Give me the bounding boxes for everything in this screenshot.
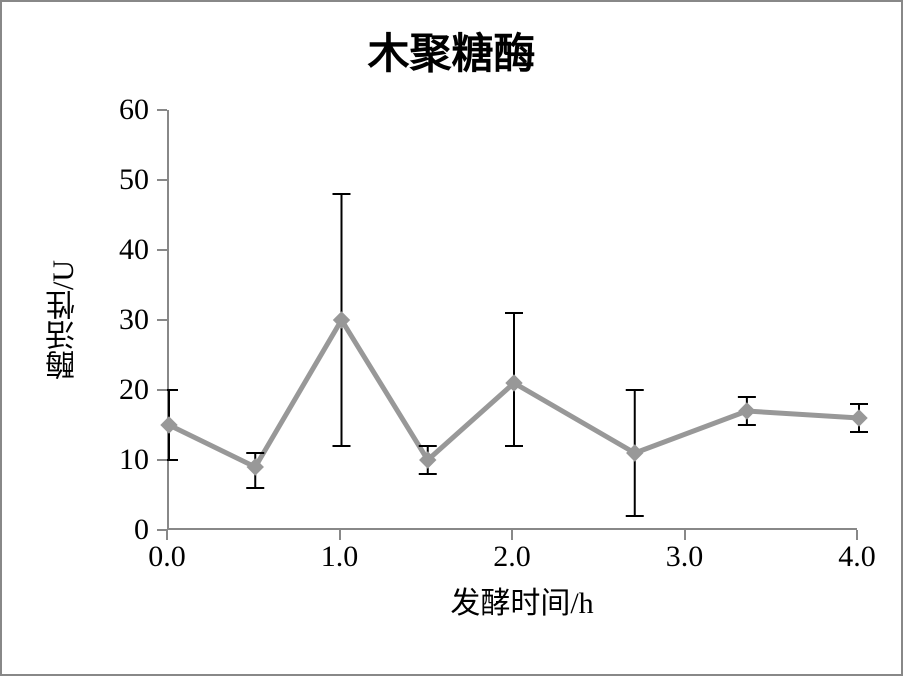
y-tick-label: 10 bbox=[89, 443, 149, 477]
x-axis-label: 发酵时间/h bbox=[422, 578, 622, 622]
chart-svg bbox=[169, 110, 859, 530]
y-tick-mark bbox=[157, 249, 167, 251]
y-tick-label: 30 bbox=[89, 303, 149, 337]
y-tick-label: 40 bbox=[89, 233, 149, 267]
x-tick-mark bbox=[339, 530, 341, 540]
x-tick-label: 0.0 bbox=[127, 540, 207, 574]
chart-title: 木聚糖酶 bbox=[2, 2, 901, 81]
plot-area bbox=[167, 110, 857, 530]
y-tick-mark bbox=[157, 389, 167, 391]
data-marker bbox=[739, 403, 755, 419]
x-tick-label: 3.0 bbox=[645, 540, 725, 574]
y-axis-label: 酶活性/U bbox=[42, 240, 86, 400]
data-marker bbox=[161, 417, 177, 433]
y-tick-label: 60 bbox=[89, 93, 149, 127]
y-tick-label: 50 bbox=[89, 163, 149, 197]
y-tick-mark bbox=[157, 459, 167, 461]
x-tick-mark bbox=[684, 530, 686, 540]
chart-container: 木聚糖酶 酶活性/U 发酵时间/h 01020304050600.01.02.0… bbox=[0, 0, 903, 676]
x-tick-mark bbox=[511, 530, 513, 540]
x-tick-label: 1.0 bbox=[300, 540, 380, 574]
x-tick-mark bbox=[166, 530, 168, 540]
y-tick-label: 20 bbox=[89, 373, 149, 407]
x-tick-label: 4.0 bbox=[817, 540, 897, 574]
data-marker bbox=[851, 410, 867, 426]
y-tick-mark bbox=[157, 109, 167, 111]
x-tick-mark bbox=[856, 530, 858, 540]
y-tick-mark bbox=[157, 319, 167, 321]
x-tick-label: 2.0 bbox=[472, 540, 552, 574]
y-tick-mark bbox=[157, 179, 167, 181]
